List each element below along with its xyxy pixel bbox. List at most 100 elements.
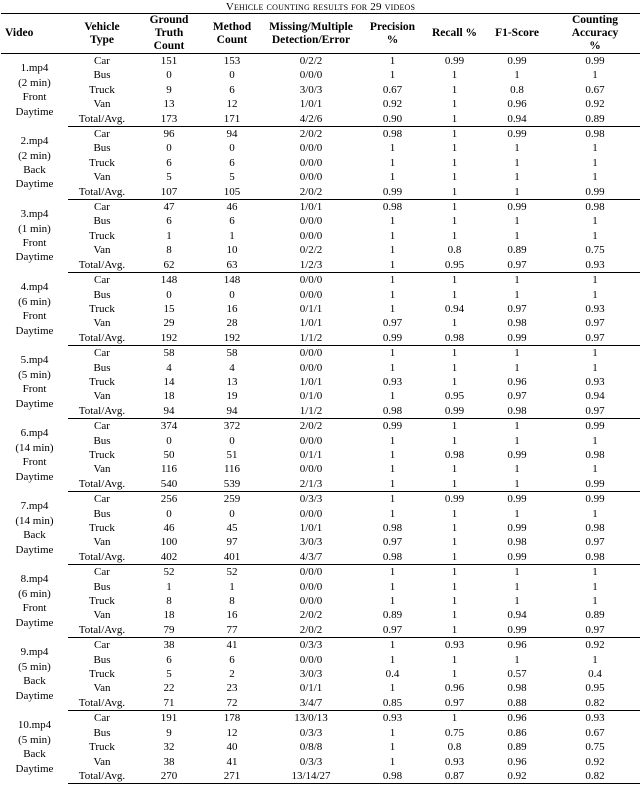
video-label-line: Daytime xyxy=(15,616,54,629)
table-cell: 401 xyxy=(202,549,262,566)
table-cell: 4/3/7 xyxy=(262,549,360,566)
table-cell: Truck xyxy=(89,522,115,534)
table-cell: Car xyxy=(94,128,110,141)
table-cell: Van xyxy=(93,536,111,549)
table-cell: 1/0/1 xyxy=(299,375,323,388)
table-cell: 16 xyxy=(226,609,238,622)
table-cell: 0.99 xyxy=(507,522,527,534)
video-label-line: Daytime xyxy=(15,543,54,556)
table-cell: Total/Avg. xyxy=(68,403,136,420)
table-cell: Total/Avg. xyxy=(68,695,136,712)
table-cell: Van xyxy=(93,463,111,476)
table-cell: 1 xyxy=(592,171,598,184)
table-cell: 1 xyxy=(389,493,396,506)
table-cell: 270 xyxy=(136,768,202,785)
table-cell: Bus xyxy=(93,215,111,228)
table-cell: 0.89 xyxy=(550,111,640,128)
table-cell: 38 xyxy=(163,639,175,652)
table-row: Total/Avg. 107 105 2/0/2 0.99 1 1 0.99 xyxy=(1,184,640,201)
table-cell: 2/1/3 xyxy=(262,476,360,493)
table-cell: 0.97 xyxy=(507,302,527,315)
table-cell: 1 xyxy=(592,215,598,228)
table-cell: 0 xyxy=(166,434,172,447)
table-cell: Car xyxy=(94,55,110,67)
table-cell: 13 xyxy=(226,375,238,388)
table-cell: 0.96 xyxy=(507,98,527,111)
table-cell: 0.96 xyxy=(507,639,527,652)
table-cell: 1 xyxy=(389,274,396,287)
video-label-line: Front xyxy=(22,602,47,615)
table-row: Total/Avg. 270 271 13/14/27 0.98 0.87 0.92 0.82 xyxy=(1,768,640,785)
table-cell: 63 xyxy=(202,257,262,274)
table-cell: 1 xyxy=(451,668,458,681)
video-group: 3.mp4 (1 min) Front Daytime Car 47 46 1/0/1 0.98… xyxy=(1,200,640,274)
results-table: Video Vehicle Type Ground Truth Count Metho… xyxy=(1,13,640,785)
table-cell: 1 xyxy=(451,229,458,242)
table-row: Truck 32 40 0/8/8 1 0.8 0.89 0.75 xyxy=(1,740,640,754)
table-cell: Car xyxy=(94,493,110,506)
table-cell: Car xyxy=(94,566,110,579)
table-cell: 5 xyxy=(166,171,172,184)
table-cell: 0.75 xyxy=(444,726,465,739)
video-label-line: Daytime xyxy=(15,251,54,264)
table-row: Van 8 10 0/2/2 1 0.8 0.89 0.75 xyxy=(1,243,640,257)
table-cell: Total/Avg. xyxy=(68,768,136,785)
table-cell: 1 xyxy=(451,522,458,534)
video-label-line: (6 min) xyxy=(18,587,51,600)
table-cell: 1 xyxy=(451,317,458,330)
table-cell: 0.57 xyxy=(507,668,527,681)
table-cell: 0.99 xyxy=(425,403,484,420)
table-cell: 0.97 xyxy=(382,317,403,330)
table-cell: Bus xyxy=(93,726,111,739)
table-cell: 1 xyxy=(592,347,598,360)
table-cell: 14 xyxy=(163,375,175,388)
table-cell: 0.82 xyxy=(550,695,640,712)
video-label-line: (14 min) xyxy=(15,514,54,527)
table-cell: 28 xyxy=(226,317,238,330)
table-cell: Van xyxy=(93,390,111,403)
table-cell: 0.89 xyxy=(507,244,527,257)
table-cell: 0.8 xyxy=(447,244,462,257)
table-cell: 0.98 xyxy=(360,403,425,420)
table-cell: 0/3/3 xyxy=(299,639,323,652)
table-cell: 0 xyxy=(166,507,172,520)
table-cell: 1 xyxy=(166,229,172,242)
table-cell: 0/0/0 xyxy=(299,653,323,666)
table-cell: 1 xyxy=(514,229,520,242)
table-row: 10.mp4 (5 min) Back Daytime Car 191 178 13/0/13… xyxy=(1,711,640,774)
table-cell: 6 xyxy=(229,215,235,228)
table-cell: 1 xyxy=(451,580,458,593)
table-row: Truck 5 2 3/0/3 0.4 1 0.57 0.4 xyxy=(1,667,640,681)
table-cell: 8 xyxy=(229,595,235,608)
table-cell: 0.67 xyxy=(585,83,605,96)
table-cell: 50 xyxy=(163,448,175,461)
table-cell: 4 xyxy=(229,361,235,374)
table-cell: 105 xyxy=(202,184,262,201)
table-cell: 1 xyxy=(484,476,550,493)
table-cell: 6 xyxy=(229,83,235,96)
table-cell: 1 xyxy=(389,390,396,403)
table-cell: 0.99 xyxy=(507,128,527,141)
table-cell: 5 xyxy=(166,668,172,681)
table-cell: 0.86 xyxy=(507,726,527,739)
table-cell: 10 xyxy=(226,244,238,257)
table-cell: 1/1/2 xyxy=(262,403,360,420)
table-cell: 0.96 xyxy=(507,712,527,725)
table-cell: 1 xyxy=(389,215,396,228)
table-cell: Car xyxy=(94,201,110,214)
video-label-line: Front xyxy=(22,91,47,104)
table-cell: Truck xyxy=(89,448,115,461)
table-row: Van 29 28 1/0/1 0.97 1 0.98 0.97 xyxy=(1,316,640,330)
table-cell: 151 xyxy=(160,55,178,67)
table-cell: 1 xyxy=(592,156,598,169)
table-cell: 1 xyxy=(389,142,396,155)
table-cell: 0.95 xyxy=(444,390,465,403)
table-cell: 1 xyxy=(389,171,396,184)
table-cell: 1 xyxy=(360,257,425,274)
table-cell: 0.98 xyxy=(382,128,403,141)
video-label-line: Front xyxy=(22,310,47,323)
table-row: Bus 6 6 0/0/0 1 1 1 1 xyxy=(1,214,640,228)
table-cell: 1 xyxy=(514,288,520,301)
table-cell: 0.88 xyxy=(484,695,550,712)
table-cell: 1 xyxy=(592,580,598,593)
